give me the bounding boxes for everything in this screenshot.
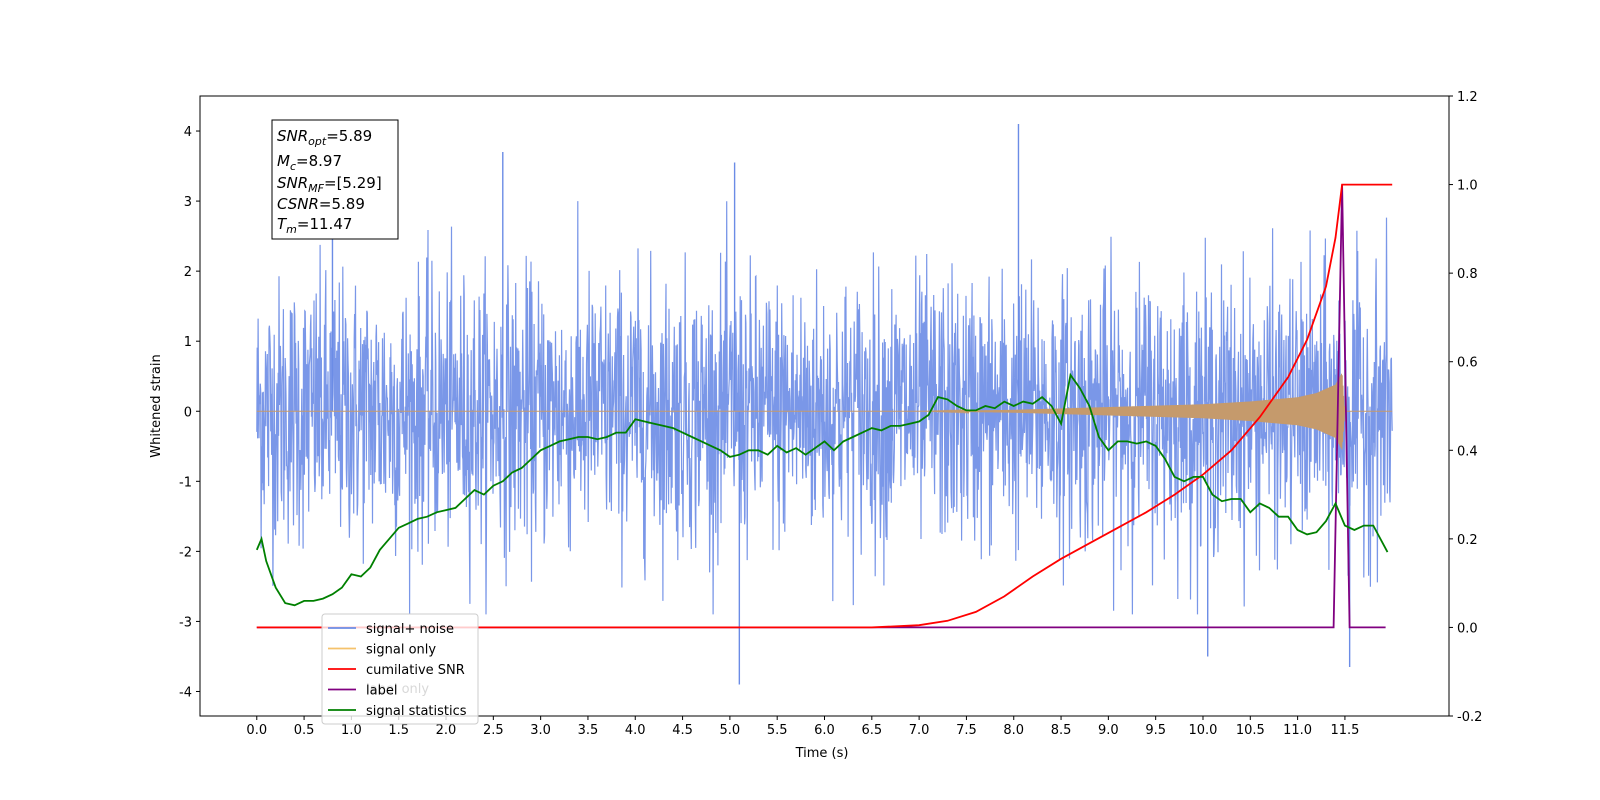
y-right-tick-label: 1.0 [1457, 179, 1478, 194]
x-tick-label: 10.0 [1189, 723, 1218, 738]
y-left-tick-label: -2 [179, 545, 192, 560]
series-layer [255, 124, 1393, 685]
series-cumulative-snr-line [256, 183, 1393, 629]
legend-label: cumilative SNR [366, 663, 465, 678]
annotation-frame [271, 119, 399, 240]
x-tick-label: 2.0 [436, 723, 457, 738]
y-left-tick-label: 1 [184, 335, 192, 350]
x-axis: 0.0 0.5 1.0 1.5 2.0 2.5 3.0 3.5 4.0 4.5 5.0 5.5 6.0 6… [246, 716, 1359, 738]
annotation-box: SNRopt=5.89 Mc=8.97 SNRMF=[5.29] CSNR=5.… [271, 119, 399, 240]
annotation-snr-opt: SNRopt=5.89 [277, 127, 372, 148]
y-axis-label: Whitened strain [149, 354, 164, 457]
y-left-tick-label: -3 [179, 615, 192, 630]
legend-label: signal statistics [366, 704, 467, 719]
y-right-tick-label: 0.4 [1457, 444, 1478, 459]
x-tick-label: 5.5 [767, 723, 788, 738]
x-tick-label: 4.0 [625, 723, 646, 738]
x-tick-label: 9.0 [1098, 723, 1119, 738]
x-tick-label: 11.5 [1330, 723, 1359, 738]
y-axis-right: -0.2 0.0 0.2 0.4 0.6 0.8 1.0 1.2 [1449, 90, 1482, 725]
annotation-mc: Mc=8.97 [277, 152, 342, 173]
x-tick-label: 1.0 [341, 723, 362, 738]
x-tick-label: 8.0 [1003, 723, 1024, 738]
x-tick-label: 6.5 [861, 723, 882, 738]
plot-area [199, 95, 1450, 717]
series-signal-only-line [256, 373, 1393, 450]
y-left-tick-label: 4 [184, 125, 192, 140]
x-tick-label: 0.5 [294, 723, 315, 738]
legend-hidden-text: label only [366, 682, 429, 697]
x-tick-label: 4.5 [672, 723, 693, 738]
legend-frame [321, 613, 479, 725]
y-axis-left: -4 -3 -2 -1 0 1 2 3 4 [179, 125, 200, 700]
legend: label only signal+ noise signal only cumil… [321, 613, 479, 725]
y-right-tick-label: -0.2 [1457, 710, 1482, 725]
x-tick-label: 1.5 [388, 723, 409, 738]
y-left-tick-label: 0 [184, 405, 192, 420]
x-tick-label: 8.5 [1051, 723, 1072, 738]
x-tick-label: 3.0 [530, 723, 551, 738]
legend-label: signal only [366, 643, 436, 658]
x-tick-label: 6.0 [814, 723, 835, 738]
x-tick-label: 5.0 [720, 723, 741, 738]
y-left-tick-label: -1 [179, 475, 192, 490]
x-tick-label: 10.5 [1236, 723, 1265, 738]
y-left-tick-label: 3 [184, 195, 192, 210]
y-right-tick-label: 0.0 [1457, 621, 1478, 636]
x-tick-label: 3.5 [578, 723, 599, 738]
legend-label: label [366, 684, 397, 699]
x-axis-label: Time (s) [795, 746, 849, 761]
x-tick-label: 2.5 [483, 723, 504, 738]
legend-label: signal+ noise [366, 622, 454, 637]
series-signal-statistics-line [255, 372, 1389, 607]
y-right-tick-label: 0.6 [1457, 356, 1478, 371]
annotation-snr-mf: SNRMF=[5.29] [277, 174, 382, 195]
y-left-tick-label: 2 [184, 265, 192, 280]
y-right-tick-label: 0.8 [1457, 267, 1478, 282]
annotation-tm: Tm=11.47 [277, 215, 352, 236]
x-tick-label: 0.0 [246, 723, 267, 738]
y-right-tick-label: 1.2 [1457, 90, 1478, 105]
series-signal-noise-line [256, 201, 1393, 615]
x-tick-label: 9.5 [1145, 723, 1166, 738]
x-tick-label: 11.0 [1283, 723, 1312, 738]
y-left-tick-label: -4 [179, 685, 192, 700]
y-right-tick-label: 0.2 [1457, 533, 1478, 548]
annotation-csnr: CSNR=5.89 [277, 195, 365, 213]
x-tick-label: 7.0 [909, 723, 930, 738]
x-tick-label: 7.5 [956, 723, 977, 738]
